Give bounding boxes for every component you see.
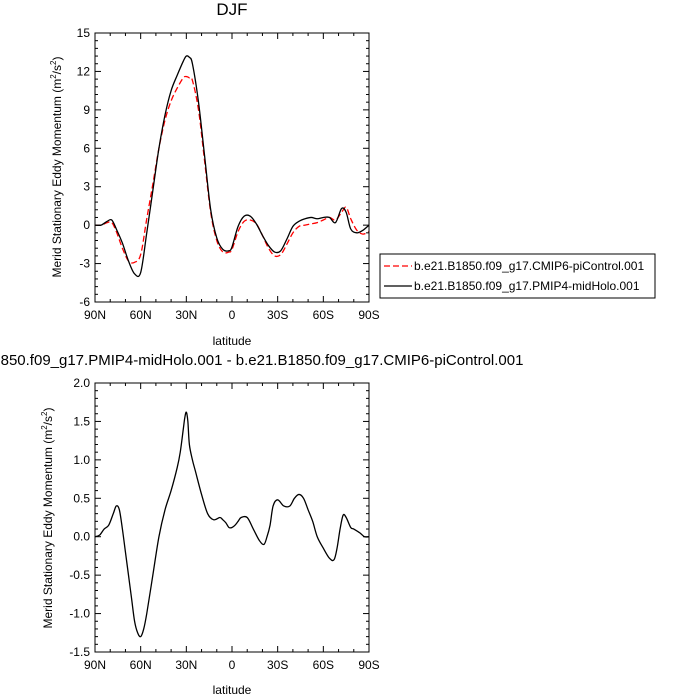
top-x-tick-label: 90N: [84, 308, 106, 322]
bottom-series-difference-line: [94, 411, 370, 638]
top-x-tick-label: 0: [229, 308, 236, 322]
bottom-y-tick-labels: -1.5 -1.0 -0.5 0.0 0.5 1.0 1.5 2.0: [69, 376, 90, 659]
bottom-plot-frame: [94, 382, 370, 653]
top-series-midholo-line: [94, 55, 370, 278]
bottom-chart: b.e21.B1850.f09_g17.PMIP4-midHolo.001 - …: [0, 352, 523, 697]
top-x-tick-label: 30S: [267, 308, 288, 322]
top-x-axis-label: latitude: [213, 334, 252, 348]
top-x-tick-label: 30N: [175, 308, 197, 322]
bottom-x-tick-label: 60S: [313, 658, 334, 672]
bottom-x-tick-label: 30N: [175, 658, 197, 672]
bottom-chart-title: b.e21.B1850.f09_g17.PMIP4-midHolo.001 - …: [0, 352, 523, 369]
top-y-tick-label: 15: [77, 26, 91, 40]
legend-box: [379, 253, 656, 299]
top-y-tick-label: -6: [79, 295, 90, 309]
top-series-picontrol-line: [94, 75, 370, 264]
bottom-x-axis-label: latitude: [213, 683, 252, 697]
bottom-y-tick-label: -1.0: [69, 607, 90, 621]
top-y-tick-labels: -6 -3 0 3 6 9 12 15: [77, 26, 91, 309]
top-x-tick-label: 60N: [130, 308, 152, 322]
top-x-tick-labels: 90N 60N 30N 0 30S 60S 90S: [84, 308, 380, 322]
bottom-y-tick-label: 2.0: [73, 376, 90, 390]
bottom-y-tick-label: 0.0: [73, 530, 90, 544]
bottom-y-tick-label: -1.5: [69, 645, 90, 659]
bottom-x-tick-label: 90N: [84, 658, 106, 672]
bottom-x-tick-label: 30S: [267, 658, 288, 672]
top-y-tick-label: 3: [83, 180, 90, 194]
top-y-axis-label: Merid Stationary Eddy Momentum (m2/s2): [49, 57, 64, 278]
top-y-tick-label: 0: [83, 218, 90, 232]
bottom-y-tick-label: -0.5: [69, 568, 90, 582]
legend-label-picontrol: b.e21.B1850.f09_g17.CMIP6-piControl.001: [414, 259, 644, 273]
bottom-x-tick-label: 60N: [130, 658, 152, 672]
bottom-series-layer: [94, 411, 370, 638]
top-y-tick-label: 9: [83, 103, 90, 117]
bottom-y-tick-label: 0.5: [73, 491, 90, 505]
top-chart: DJF -6 -3 0 3 6 9 12 15 90N 60N 30N 0 30S 60S 90S lat…: [49, 0, 656, 348]
bottom-ticks-layer: [94, 382, 370, 653]
top-x-tick-label: 90S: [358, 308, 379, 322]
bottom-x-tick-labels: 90N 60N 30N 0 30S 60S 90S: [84, 658, 380, 672]
legend: b.e21.B1850.f09_g17.CMIP6-piControl.001 …: [379, 253, 656, 299]
bottom-y-axis-label: Merid Stationary Eddy Momentum (m2/s2): [40, 408, 55, 629]
bottom-x-tick-label: 0: [229, 658, 236, 672]
top-y-tick-label: 12: [77, 64, 91, 78]
top-y-tick-label: -3: [79, 257, 90, 271]
top-series-layer: [94, 55, 370, 278]
top-ticks-layer: [94, 32, 370, 303]
top-chart-title: DJF: [216, 0, 247, 19]
top-x-tick-label: 60S: [313, 308, 334, 322]
bottom-y-tick-label: 1.5: [73, 414, 90, 428]
legend-label-midholo: b.e21.B1850.f09_g17.PMIP4-midHolo.001: [414, 279, 640, 293]
bottom-x-tick-label: 90S: [358, 658, 379, 672]
top-y-tick-label: 6: [83, 141, 90, 155]
bottom-y-tick-label: 1.0: [73, 453, 90, 467]
